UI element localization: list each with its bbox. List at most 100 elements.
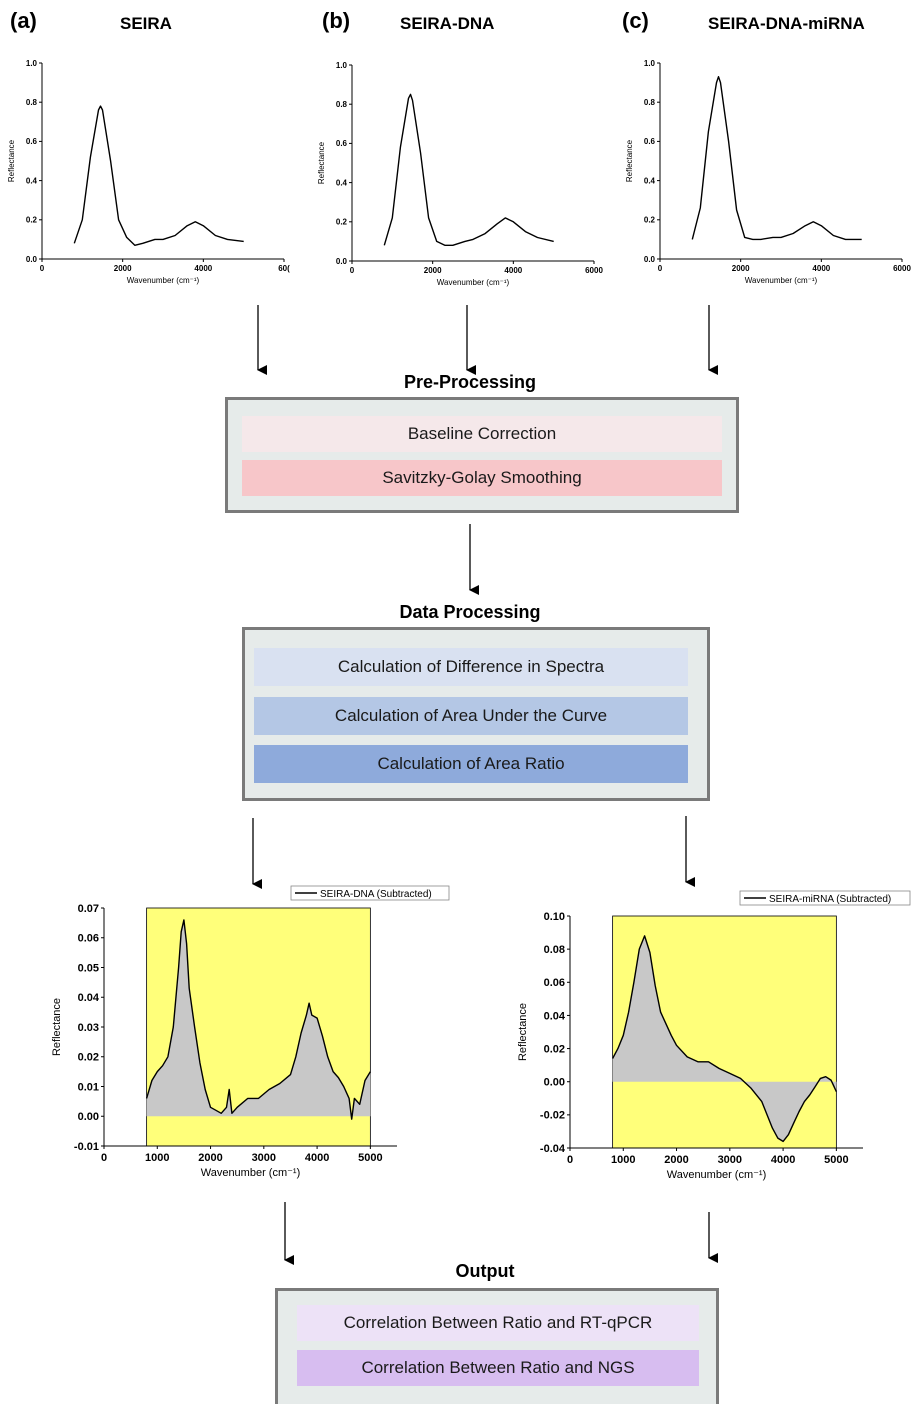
x-tick-label: 2000 (114, 264, 132, 273)
x-tick-label: 1000 (611, 1154, 635, 1166)
spectrum-chart-seira-dna: 0.0 0.2 0.4 0.6 0.8 1.0 0 2000 4000 6000 Wavenumbe… (317, 61, 603, 287)
x-tick-label: 1000 (145, 1152, 169, 1164)
y-tick-label: 0.2 (644, 216, 656, 225)
y-tick-label: 0.10 (544, 911, 565, 923)
panel-letter-c: (c) (622, 8, 649, 33)
dataprocessing-box: Calculation of Difference in Spectra Cal… (242, 627, 710, 801)
step-correlation-rt-qpcr: Correlation Between Ratio and RT-qPCR (297, 1305, 699, 1341)
y-tick-label: -0.01 (74, 1141, 99, 1153)
x-tick-label: 3000 (252, 1152, 276, 1164)
panel-letter-a: (a) (10, 8, 37, 33)
y-tick-label: 0.2 (336, 218, 348, 227)
x-tick-label: 4000 (305, 1152, 329, 1164)
x-tick-label: 2000 (424, 266, 442, 275)
y-tick-label: 0.08 (544, 944, 565, 956)
y-axis-label: Reflectance (51, 998, 63, 1056)
series-line (383, 93, 554, 246)
legend-box (290, 885, 450, 901)
area-fill (612, 935, 837, 1142)
panel-letter-b: (b) (322, 8, 351, 33)
y-tick-label: -0.02 (540, 1110, 565, 1122)
x-tick-label: 2000 (664, 1154, 688, 1166)
series-line (73, 105, 244, 246)
y-tick-label: 0.0 (336, 257, 348, 266)
y-tick-label: 0.07 (78, 903, 99, 915)
y-axis-label: Reflectance (517, 1003, 529, 1061)
y-tick-label: 0.02 (78, 1052, 99, 1064)
x-tick-label: 0 (567, 1154, 573, 1166)
y-tick-label: 0.8 (336, 100, 348, 109)
x-axis-label: Wavenumber (cm⁻¹) (745, 276, 818, 285)
output-box: Correlation Between Ratio and RT-qPCR Co… (275, 1288, 719, 1404)
spectrum-chart-seira: 0.0 0.2 0.4 0.6 0.8 1.0 0 2000 4000 60(Wavenumber… (7, 59, 290, 285)
x-axis-label: Wavenumber (cm⁻¹) (437, 278, 510, 287)
x-tick-label: 0 (350, 266, 355, 275)
y-tick-label: 0.05 (78, 962, 99, 974)
y-tick-label: 0.6 (644, 137, 656, 146)
x-tick-label: 3000 (718, 1154, 742, 1166)
y-tick-label: 0.02 (544, 1043, 565, 1055)
x-tick-label: 4000 (812, 264, 830, 273)
y-tick-label: 0.4 (336, 178, 348, 187)
step-baseline-correction: Baseline Correction (242, 416, 722, 452)
y-tick-label: 0.4 (644, 176, 656, 185)
y-axis-label: Reflectance (625, 139, 634, 182)
y-tick-label: 0.0 (26, 255, 38, 264)
y-tick-label: 0.01 (78, 1081, 99, 1093)
y-tick-label: 0.8 (26, 98, 38, 107)
y-tick-label: 1.0 (336, 61, 348, 70)
series-line (611, 935, 838, 1143)
x-tick-label: 0 (658, 264, 663, 273)
y-tick-label: 0.6 (336, 139, 348, 148)
panel-title-a: SEIRA (120, 14, 172, 33)
x-axis-label: Wavenumber (cm⁻¹) (667, 1169, 767, 1181)
series-line (145, 919, 371, 1120)
x-axis-label: Wavenumber (cm⁻¹) (127, 276, 200, 285)
dataprocessing-title: Data Processing (399, 602, 541, 622)
legend-label: SEIRA-miRNA (Subtracted) (769, 894, 891, 905)
spectrum-chart-seira-dna-mirna: 0.0 0.2 0.4 0.6 0.8 1.0 0 2000 4000 6000 Wavenumbe… (625, 59, 911, 285)
x-tick-label: 5000 (824, 1154, 848, 1166)
output-title: Output (455, 1261, 515, 1281)
step-area-under-curve: Calculation of Area Under the Curve (254, 697, 688, 735)
series-line (691, 76, 862, 241)
y-tick-label: 0.00 (78, 1111, 99, 1123)
y-tick-label: 0.06 (544, 977, 565, 989)
legend-label: SEIRA-DNA (Subtracted) (320, 889, 432, 900)
x-tick-label: 4000 (771, 1154, 795, 1166)
y-tick-label: 1.0 (26, 59, 38, 68)
step-correlation-ngs: Correlation Between Ratio and NGS (297, 1350, 699, 1386)
x-tick-label: 2000 (198, 1152, 222, 1164)
step-area-ratio: Calculation of Area Ratio (254, 745, 688, 783)
y-axis-label: Reflectance (7, 139, 16, 182)
x-tick-label: 0 (101, 1152, 107, 1164)
y-tick-label: 0.04 (78, 992, 100, 1004)
y-axis-label: Reflectance (317, 141, 326, 184)
x-tick-label: 4000 (504, 266, 522, 275)
preprocessing-title: Pre-Processing (403, 372, 537, 392)
y-tick-label: 0.06 (78, 933, 99, 945)
y-tick-label: 0.03 (78, 1022, 99, 1034)
x-tick-label: 2000 (732, 264, 750, 273)
panel-title-b: SEIRA-DNA (400, 14, 495, 33)
y-tick-label: 0.6 (26, 137, 38, 146)
step-savitzky-golay-smoothing: Savitzky-Golay Smoothing (242, 460, 722, 496)
x-tick-label: 5000 (358, 1152, 382, 1164)
x-tick-label: 4000 (194, 264, 212, 273)
step-difference-in-spectra: Calculation of Difference in Spectra (254, 648, 688, 686)
x-tick-label: 6000 (585, 266, 603, 275)
y-tick-label: -0.04 (540, 1143, 566, 1155)
legend-box (739, 890, 911, 906)
y-tick-label: 1.0 (644, 59, 656, 68)
area-fill (146, 919, 371, 1120)
x-tick-label: 6000 (893, 264, 911, 273)
x-axis-label: Wavenumber (cm⁻¹) (201, 1167, 301, 1179)
y-tick-label: 0.04 (544, 1010, 566, 1022)
y-tick-label: 0.2 (26, 216, 38, 225)
x-tick-label: 0 (40, 264, 45, 273)
y-tick-label: 0.4 (26, 176, 38, 185)
y-tick-label: 0.00 (544, 1077, 565, 1089)
